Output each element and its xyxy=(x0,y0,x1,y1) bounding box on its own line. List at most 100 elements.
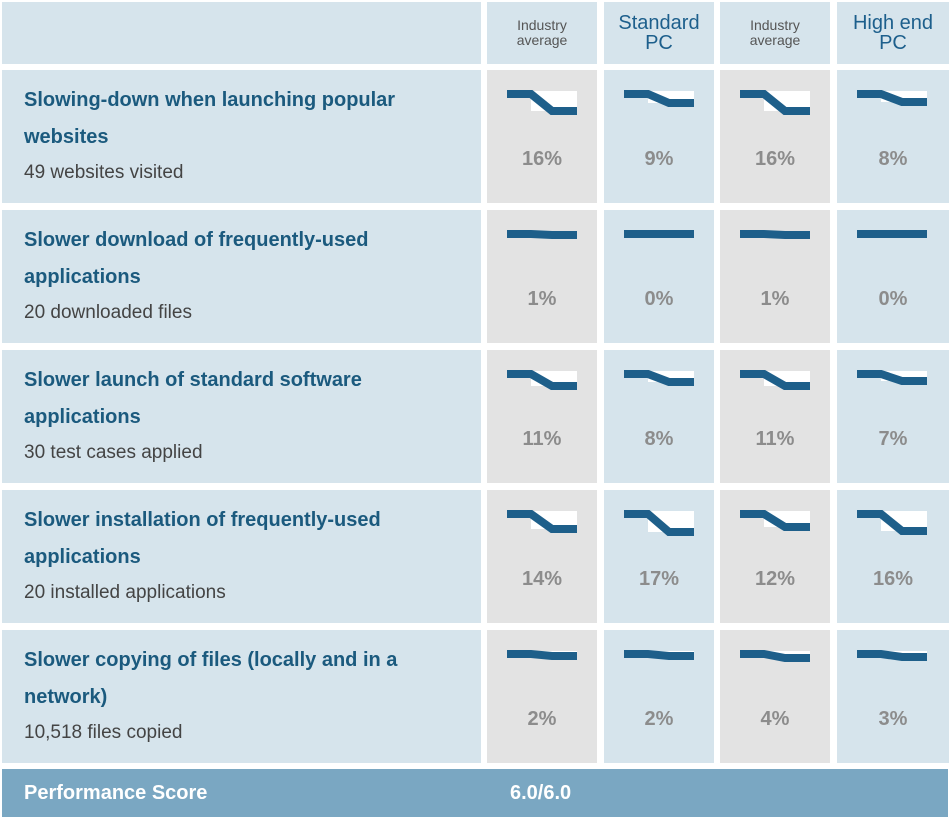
slowdown-sparkline xyxy=(857,230,927,238)
row-subtitle: 20 installed applications xyxy=(24,582,226,603)
column-header-line: High end xyxy=(852,12,934,34)
percent-value: 11% xyxy=(522,428,562,450)
column-header-line: Industry xyxy=(517,17,567,33)
column-header-line: PC xyxy=(645,32,673,54)
value-cell: 11% xyxy=(720,350,830,483)
slowdown-sparkline xyxy=(507,230,577,239)
percent-value: 17% xyxy=(638,568,680,590)
value-cell: 12% xyxy=(720,490,830,623)
slowdown-sparkline xyxy=(857,370,927,385)
sparkline-backdrop xyxy=(881,371,927,381)
percent-value: 3% xyxy=(878,708,908,730)
value-cell: 14% xyxy=(487,490,597,623)
row-title-line: applications xyxy=(24,406,141,428)
value-cell: 1% xyxy=(487,210,597,343)
value-cell: 16% xyxy=(720,70,830,203)
row-title-line: applications xyxy=(24,266,141,288)
percent-value: 8% xyxy=(644,428,674,450)
slowdown-sparkline xyxy=(624,510,694,536)
sparkline-line xyxy=(740,90,810,115)
row-label: Slower copying of files (locally and in … xyxy=(2,630,481,750)
column-header-line: PC xyxy=(879,32,907,54)
row-label: Slowing-down when launching popular websi… xyxy=(2,70,481,190)
value-cell: 11% xyxy=(487,350,597,483)
column-header-line: average xyxy=(516,32,568,48)
percent-value: 16% xyxy=(521,148,563,170)
percent-value: 12% xyxy=(754,568,796,590)
value-cell: 9% xyxy=(604,70,714,203)
slowdown-sparkline xyxy=(507,90,577,115)
column-header-line: average xyxy=(749,32,801,48)
sparkline-line xyxy=(857,650,927,661)
column-header-4: High end PC xyxy=(837,2,949,64)
sparkline-line xyxy=(857,370,927,385)
slowdown-sparkline xyxy=(740,650,810,662)
column-header-3: Industry average xyxy=(720,2,830,64)
sparkline-line xyxy=(740,230,810,239)
sparkline-line xyxy=(740,370,810,390)
value-cell: 7% xyxy=(837,350,949,483)
row-title-line: Slower download of frequently-used xyxy=(24,229,369,251)
sparkline-line xyxy=(857,510,927,535)
value-cell: 1% xyxy=(720,210,830,343)
row-subtitle: 10,518 files copied xyxy=(24,722,183,743)
sparkline-line xyxy=(507,510,577,533)
value-cell: 17% xyxy=(604,490,714,623)
slowdown-sparkline xyxy=(507,370,577,390)
row-title-line: Slower launch of standard software xyxy=(24,369,362,391)
slowdown-sparkline xyxy=(740,230,810,239)
value-cell: 3% xyxy=(837,630,949,763)
row-title-line: applications xyxy=(24,546,141,568)
row-title-line: Slower copying of files (locally and in … xyxy=(24,649,398,671)
header-label-cell xyxy=(2,2,481,64)
row-title-line: network) xyxy=(24,686,108,708)
slowdown-sparkline xyxy=(507,650,577,660)
slowdown-sparkline xyxy=(740,370,810,390)
percent-value: 0% xyxy=(878,288,908,310)
performance-score-label: Performance Score xyxy=(24,782,208,804)
row-label-cell: Slower copying of files (locally and in … xyxy=(2,630,481,763)
slowdown-sparkline xyxy=(624,230,694,238)
row-title-line: websites xyxy=(24,126,109,148)
slowdown-sparkline xyxy=(857,90,927,106)
sparkline-line xyxy=(624,90,694,107)
value-cell: 2% xyxy=(604,630,714,763)
performance-score-bar: Performance Score 6.0/6.0 xyxy=(2,769,948,817)
sparkline-line xyxy=(507,650,577,660)
row-subtitle: 49 websites visited xyxy=(24,162,184,183)
sparkline-line xyxy=(624,370,694,386)
sparkline-line xyxy=(507,230,577,239)
value-cell: 2% xyxy=(487,630,597,763)
percent-value: 8% xyxy=(878,148,908,170)
sparkline-line xyxy=(624,650,694,660)
column-header-line: Industry xyxy=(750,17,800,33)
sparkline-line xyxy=(740,510,810,531)
percent-value: 14% xyxy=(521,568,563,590)
row-label-cell: Slower installation of frequently-used ap… xyxy=(2,490,481,623)
value-cell: 0% xyxy=(604,210,714,343)
sparkline-line xyxy=(507,90,577,115)
performance-score-value: 6.0/6.0 xyxy=(510,782,572,804)
percent-value: 7% xyxy=(878,428,908,450)
row-subtitle: 30 test cases applied xyxy=(24,442,203,463)
sparkline-backdrop xyxy=(648,371,694,382)
value-cell: 16% xyxy=(837,490,949,623)
column-header-1: Industry average xyxy=(487,2,597,64)
column-header-line: Standard xyxy=(618,12,700,34)
slowdown-sparkline xyxy=(857,650,927,661)
slowdown-sparkline xyxy=(507,510,577,533)
percent-value: 1% xyxy=(760,288,790,310)
percent-value: 9% xyxy=(644,148,674,170)
percent-value: 1% xyxy=(527,288,557,310)
value-cell: 16% xyxy=(487,70,597,203)
row-label-cell: Slower download of frequently-used applic… xyxy=(2,210,481,343)
percent-value: 16% xyxy=(872,568,914,590)
slowdown-sparkline xyxy=(857,510,927,535)
sparkline-line xyxy=(624,510,694,536)
percent-value: 2% xyxy=(644,708,674,730)
row-label: Slower installation of frequently-used ap… xyxy=(2,490,481,610)
value-cell: 0% xyxy=(837,210,949,343)
row-subtitle: 20 downloaded files xyxy=(24,302,192,323)
sparkline-line xyxy=(740,650,810,662)
slowdown-sparkline xyxy=(624,650,694,660)
